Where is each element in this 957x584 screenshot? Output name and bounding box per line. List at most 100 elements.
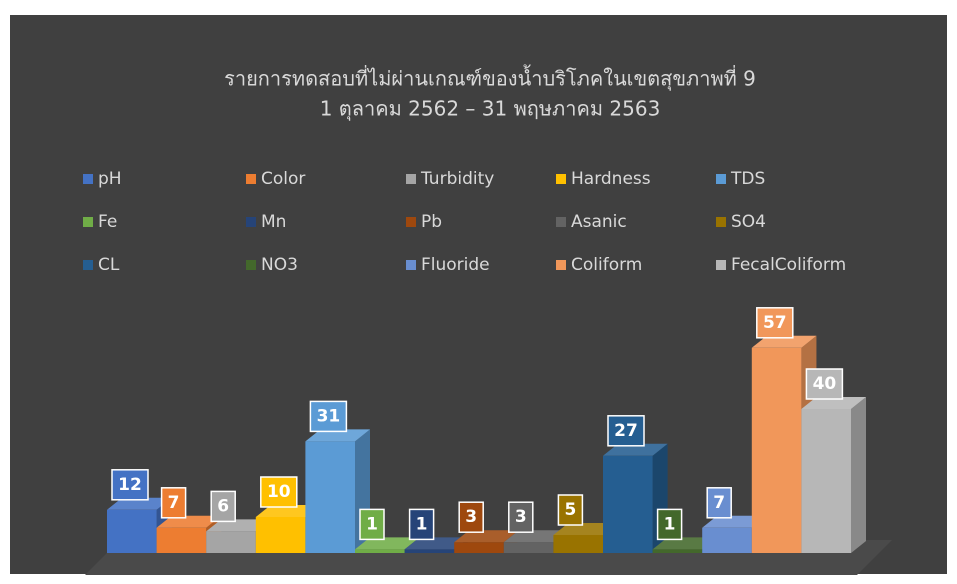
legend-swatch	[716, 217, 726, 227]
bar-top	[702, 515, 767, 528]
data-label: 3	[515, 507, 527, 527]
legend-swatch	[716, 260, 726, 270]
bar-top	[107, 497, 172, 510]
legend-swatch	[83, 174, 93, 184]
data-label: 1	[366, 514, 378, 534]
bar-top-shade	[355, 537, 420, 550]
data-label-box	[359, 508, 385, 541]
bar-side	[851, 397, 866, 553]
data-label: 57	[763, 313, 787, 333]
data-label-box	[458, 501, 484, 533]
data-label: 6	[217, 496, 229, 516]
legend-label: Coliform	[571, 255, 642, 275]
bar-top-shade	[702, 515, 767, 528]
bar-top	[801, 397, 866, 409]
data-label: 31	[317, 406, 341, 426]
bar-top-shade	[206, 519, 271, 532]
data-label: 5	[564, 500, 576, 520]
bar-top	[206, 519, 271, 532]
bar-top	[751, 335, 817, 348]
bar-top-shade	[454, 530, 519, 543]
data-label: 10	[267, 482, 291, 502]
data-label: 3	[465, 507, 477, 527]
legend-swatch	[716, 174, 726, 184]
data-label-box	[756, 307, 794, 339]
bar-top	[255, 505, 321, 517]
bar-top	[553, 523, 618, 535]
legend-swatch	[406, 260, 416, 270]
data-label: 12	[118, 475, 142, 495]
bar-top-shade	[503, 530, 569, 543]
legend-label: FecalColiform	[731, 255, 846, 275]
data-label-box	[408, 508, 435, 541]
legend-swatch	[556, 260, 566, 270]
data-label: 7	[168, 493, 180, 513]
bar	[355, 549, 405, 553]
data-label-box	[508, 501, 534, 533]
legend-label: Mn	[261, 212, 286, 232]
data-label-box	[557, 494, 584, 526]
legend-label: CL	[98, 255, 120, 275]
bar-top	[503, 530, 569, 543]
bar-top-shade	[404, 537, 470, 550]
bar	[751, 347, 802, 553]
data-label-box	[260, 476, 298, 508]
chart-subtitle: 1 ตุลาคม 2562 – 31 พฤษภาคม 2563	[320, 97, 661, 122]
bar-top	[454, 530, 519, 543]
data-label: 27	[614, 421, 638, 441]
legend-swatch	[83, 260, 93, 270]
bar	[702, 527, 752, 553]
bar-top-shade	[255, 505, 321, 517]
chart-title: รายการทดสอบที่ไม่ผ่านเกณฑ์ของน้ำบริโภคใน…	[224, 65, 756, 92]
bar-top	[156, 515, 222, 528]
legend-label: TDS	[730, 169, 765, 189]
data-label: 1	[664, 514, 676, 534]
bar	[255, 517, 306, 553]
legend-label: pH	[98, 169, 122, 189]
bar	[107, 509, 157, 553]
legend-label: Fe	[98, 212, 117, 232]
bar-top-shade	[156, 515, 222, 528]
bar	[305, 441, 355, 553]
bar	[503, 542, 554, 553]
data-label-box	[111, 469, 149, 501]
legend-swatch	[246, 260, 256, 270]
bar	[603, 455, 653, 553]
legend-label: Fluoride	[421, 255, 490, 275]
bar-top	[305, 429, 370, 442]
bar-top-shade	[652, 537, 718, 550]
legend-label: Pb	[421, 212, 442, 232]
legend-label: NO3	[261, 255, 298, 275]
bar-top-shade	[553, 523, 618, 535]
bar-top-shade	[751, 335, 817, 348]
data-label: 1	[416, 514, 428, 534]
bar	[801, 409, 851, 553]
bar-top	[652, 537, 718, 550]
bar	[454, 542, 504, 553]
bar-top-shade	[603, 443, 668, 456]
bar-top	[404, 537, 470, 550]
legend-swatch	[406, 174, 416, 184]
bar	[652, 549, 703, 553]
legend-swatch	[83, 217, 93, 227]
legend-label: Hardness	[571, 169, 651, 189]
bar-top-shade	[107, 497, 172, 510]
legend-label: Turbidity	[420, 169, 494, 189]
legend-label: Asanic	[571, 212, 627, 232]
bar	[206, 531, 256, 553]
data-label: 7	[713, 493, 725, 513]
bar-top-shade	[801, 397, 866, 409]
data-label-box	[706, 487, 732, 519]
data-label-box	[656, 508, 683, 541]
legend-swatch	[246, 217, 256, 227]
bar	[553, 535, 603, 553]
bar-top-shade	[305, 429, 370, 442]
data-label-box	[210, 490, 236, 523]
bar-side-shade	[851, 397, 866, 553]
legend-swatch	[556, 217, 566, 227]
data-label: 40	[813, 374, 837, 394]
legend-swatch	[556, 174, 566, 184]
data-label-box	[309, 400, 348, 433]
bar	[404, 549, 455, 553]
